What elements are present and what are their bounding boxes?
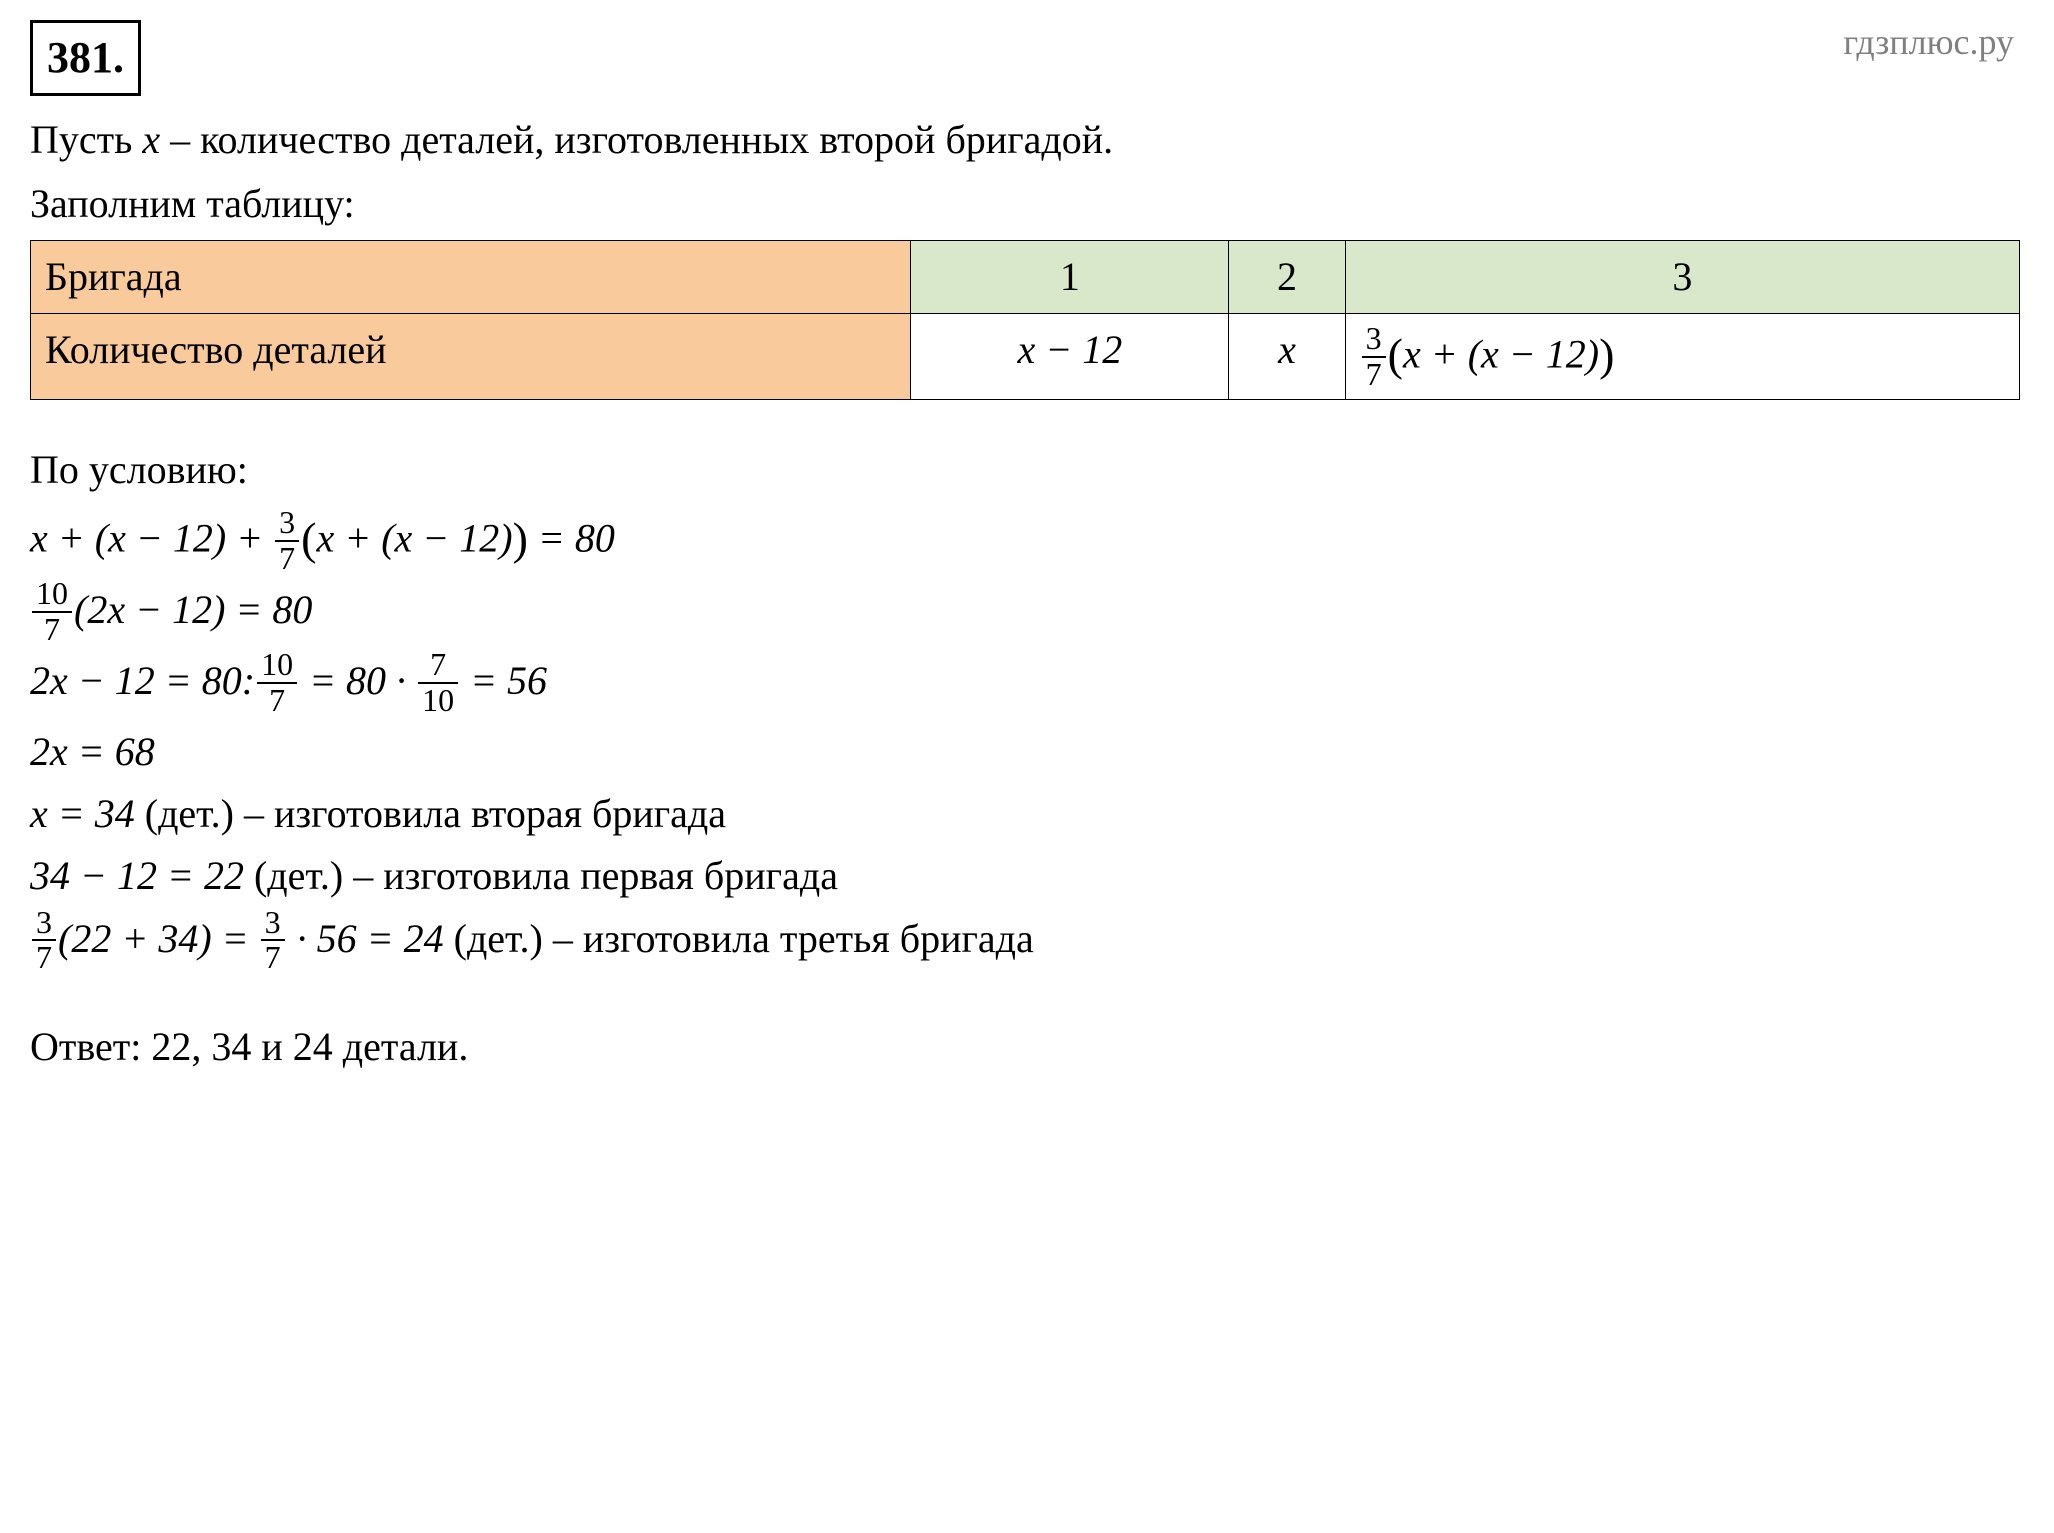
cell-math-1: x − 12: [1017, 327, 1122, 372]
col-header-1: 1: [911, 241, 1229, 314]
frac-num: 3: [1362, 322, 1386, 358]
problem-number: 381.: [30, 20, 141, 96]
condition-label: По условию:: [30, 440, 2024, 500]
fraction-3-7: 3 7: [1362, 322, 1386, 391]
frac-den: 7: [275, 542, 299, 576]
table-row: Количество деталей x − 12 x 3 7 (x + (x …: [31, 314, 2020, 400]
intro-suffix: – количество деталей, изготовленных втор…: [160, 117, 1113, 162]
frac-den: 7: [32, 941, 56, 975]
answer-label: Ответ:: [30, 1024, 151, 1069]
equation-5: x = 34 (дет.) – изготовила вторая бригад…: [30, 784, 2024, 844]
eq6-math: 34 − 12 = 22: [30, 853, 244, 898]
problem-number-box: 381.: [30, 20, 2024, 106]
frac-num: 3: [261, 906, 285, 942]
eq5-math: x = 34: [30, 791, 135, 836]
row-label-count: Количество деталей: [31, 314, 911, 400]
frac-num: 3: [275, 506, 299, 542]
equation-2: 107(2x − 12) = 80: [30, 579, 2024, 648]
frac-den: 7: [1362, 358, 1386, 392]
cell-brigade2: x: [1229, 314, 1345, 400]
watermark-text: гдзплюс.ру: [1843, 15, 2014, 69]
equation-1: x + (x − 12) + 37(x + (x − 12)) = 80: [30, 504, 2024, 577]
col-header-3: 3: [1345, 241, 2019, 314]
row-label-brigade: Бригада: [31, 241, 911, 314]
equation-6: 34 − 12 = 22 (дет.) – изготовила первая …: [30, 846, 2024, 906]
eq6-unit: (дет.) – изготовила первая бригада: [244, 853, 838, 898]
frac-num: 10: [257, 648, 297, 684]
eq2-tail: (2x − 12) = 80: [74, 587, 312, 632]
page: гдзплюс.ру 381. Пусть x – количество дет…: [0, 0, 2054, 1533]
fraction-3-7: 37: [32, 906, 56, 975]
equation-4: 2x = 68: [30, 722, 2024, 782]
eq1-part1: x + (x − 12) +: [30, 516, 273, 561]
intro-variable: x: [142, 117, 160, 162]
answer-line: Ответ: 22, 34 и 24 детали.: [30, 1017, 2024, 1077]
eq3-lead: 2x − 12 = 80:: [30, 658, 255, 703]
frac-den: 7: [32, 613, 72, 647]
frac-den: 7: [261, 941, 285, 975]
cell-math-2: x: [1278, 327, 1296, 372]
cell-brigade1: x − 12: [911, 314, 1229, 400]
table-caption: Заполним таблицу:: [30, 174, 2024, 234]
eq7-p1: (22 + 34) =: [58, 915, 259, 960]
fraction-3-7: 37: [275, 506, 299, 575]
fraction-7-10: 710: [418, 648, 458, 717]
fraction-3-7: 37: [261, 906, 285, 975]
cell-brigade3: 3 7 (x + (x − 12)): [1345, 314, 2019, 400]
equation-3: 2x − 12 = 80:107 = 80 · 710 = 56: [30, 650, 2024, 719]
frac-den: 7: [257, 684, 297, 718]
cell-math-3-tail: x + (x − 12): [1403, 332, 1599, 377]
fraction-10-7: 107: [257, 648, 297, 717]
eq5-unit: (дет.) – изготовила вторая бригада: [135, 791, 726, 836]
intro-line: Пусть x – количество деталей, изготовлен…: [30, 110, 2024, 170]
equation-7: 37(22 + 34) = 37 · 56 = 24 (дет.) – изго…: [30, 908, 2024, 977]
eq3-tail: = 56: [460, 658, 547, 703]
fraction-10-7: 107: [32, 577, 72, 646]
table-row: Бригада 1 2 3: [31, 241, 2020, 314]
answer-text: 22, 34 и 24 детали.: [151, 1024, 468, 1069]
eq4-text: 2x = 68: [30, 729, 155, 774]
col-header-2: 2: [1229, 241, 1345, 314]
frac-num: 7: [418, 648, 458, 684]
frac-num: 3: [32, 906, 56, 942]
eq7-p2: · 56 = 24: [287, 915, 444, 960]
brigade-table: Бригада 1 2 3 Количество деталей x − 12 …: [30, 240, 2020, 400]
eq3-mid: = 80 ·: [299, 658, 416, 703]
problem-number-value: 381: [47, 33, 113, 82]
frac-den: 10: [418, 684, 458, 718]
eq7-unit: (дет.) – изготовила третья бригада: [444, 915, 1034, 960]
frac-num: 10: [32, 577, 72, 613]
intro-prefix: Пусть: [30, 117, 142, 162]
